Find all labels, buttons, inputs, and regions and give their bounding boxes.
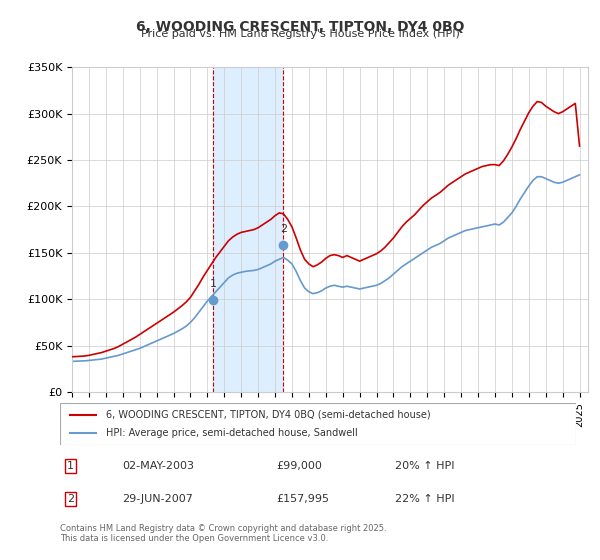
Text: 6, WOODING CRESCENT, TIPTON, DY4 0BQ: 6, WOODING CRESCENT, TIPTON, DY4 0BQ — [136, 20, 464, 34]
Text: 02-MAY-2003: 02-MAY-2003 — [122, 461, 194, 471]
Bar — [213, 67, 283, 392]
Text: Contains HM Land Registry data © Crown copyright and database right 2025.
This d: Contains HM Land Registry data © Crown c… — [60, 524, 386, 543]
Text: 1: 1 — [209, 279, 217, 289]
Text: £99,000: £99,000 — [277, 461, 323, 471]
Text: £157,995: £157,995 — [277, 494, 330, 504]
Text: 6, WOODING CRESCENT, TIPTON, DY4 0BQ (semi-detached house): 6, WOODING CRESCENT, TIPTON, DY4 0BQ (se… — [106, 410, 431, 420]
Text: 2: 2 — [280, 224, 287, 234]
Text: 29-JUN-2007: 29-JUN-2007 — [122, 494, 193, 504]
Text: 1: 1 — [67, 461, 74, 471]
FancyBboxPatch shape — [60, 403, 576, 445]
Text: 2: 2 — [67, 494, 74, 504]
Text: 22% ↑ HPI: 22% ↑ HPI — [395, 494, 455, 504]
Text: Price paid vs. HM Land Registry's House Price Index (HPI): Price paid vs. HM Land Registry's House … — [140, 29, 460, 39]
Text: 20% ↑ HPI: 20% ↑ HPI — [395, 461, 455, 471]
Text: HPI: Average price, semi-detached house, Sandwell: HPI: Average price, semi-detached house,… — [106, 428, 358, 438]
